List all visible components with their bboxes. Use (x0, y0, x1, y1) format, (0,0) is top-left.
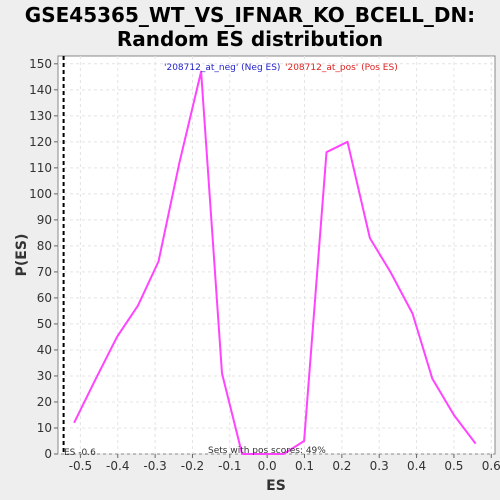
axis-ticks: -0.5 -0.4 -0.3 -0.2 -0.1 0.0 0.1 0.2 0.3 0.4 0.5 0.… (29, 57, 500, 473)
y-tick-label: 120 (29, 135, 52, 149)
x-tick-label: -0.3 (143, 459, 166, 473)
series-marks (62, 56, 477, 455)
x-tick-label: -0.4 (106, 459, 129, 473)
y-tick-label: 80 (37, 239, 52, 253)
y-tick-label: 10 (37, 421, 52, 435)
es-marker-label: ES -0.6 (64, 448, 96, 458)
x-tick-label: -0.5 (69, 459, 92, 473)
y-tick-label: 20 (37, 395, 52, 409)
x-tick-label: 0.4 (407, 459, 426, 473)
series-line (73, 70, 477, 455)
grid-lines (58, 56, 495, 455)
neg-es-annotation: '208712_at_neg' (Neg ES) (164, 63, 280, 73)
x-tick-label: 0.2 (332, 459, 351, 473)
y-tick-label: 50 (37, 317, 52, 331)
y-tick-label: 0 (44, 447, 52, 461)
chart-title-line2: Random ES distribution (117, 27, 383, 51)
x-tick-label: -0.2 (181, 459, 204, 473)
y-tick-label: 150 (29, 57, 52, 71)
y-tick-label: 40 (37, 343, 52, 357)
y-tick-label: 70 (37, 265, 52, 279)
x-tick-label: -0.1 (218, 459, 241, 473)
x-tick-label: 0.0 (258, 459, 277, 473)
x-tick-label: 0.5 (444, 459, 463, 473)
x-tick-label: 0.3 (370, 459, 389, 473)
y-tick-label: 130 (29, 109, 52, 123)
y-tick-label: 110 (29, 161, 52, 175)
chart-title-line1: GSE45365_WT_VS_IFNAR_KO_BCELL_DN: (25, 3, 475, 27)
x-tick-label: 0.1 (295, 459, 314, 473)
pos-scores-annotation: Sets with pos scores: 49% (208, 446, 326, 456)
y-tick-label: 140 (29, 83, 52, 97)
y-axis-label: P(ES) (14, 234, 30, 277)
y-tick-label: 60 (37, 291, 52, 305)
x-tick-label: 0.6 (482, 459, 500, 473)
y-tick-label: 100 (29, 187, 52, 201)
y-tick-label: 90 (37, 213, 52, 227)
pos-es-annotation: '208712_at_pos' (Pos ES) (285, 63, 398, 73)
x-axis-label: ES (266, 478, 286, 494)
plot-area (57, 55, 496, 455)
y-tick-label: 30 (37, 369, 52, 383)
